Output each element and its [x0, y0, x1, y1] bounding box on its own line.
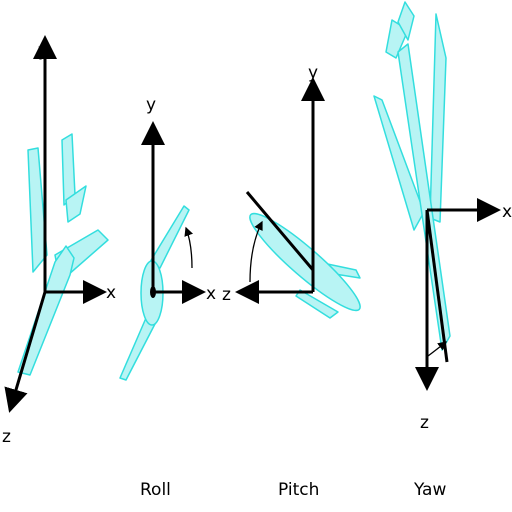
airplane-fuselage: [17, 245, 75, 376]
panel-reference-frame: y x z: [2, 35, 116, 447]
panel-pitch: y z Pitch: [222, 63, 361, 500]
pitch-rotation-arrow: [249, 220, 263, 283]
pitch-fuselage-axis: [245, 191, 315, 271]
z-axis-label: z: [420, 413, 429, 433]
y-axis-label: y: [38, 41, 48, 61]
roll-caption: Roll: [140, 480, 171, 500]
z-axis-label: z: [222, 285, 231, 305]
y-axis-label: y: [308, 63, 318, 83]
y-axis-label: y: [146, 95, 156, 115]
airplane-near-wing: [295, 289, 339, 319]
x-axis-label: x: [206, 284, 216, 304]
airplane-lower-wing: [119, 317, 157, 381]
z-axis-label: z: [2, 427, 11, 447]
roll-rotation-arrow: [184, 226, 193, 269]
yaw-fuselage-axis: [425, 209, 449, 363]
x-axis-label: x: [502, 202, 512, 222]
x-axis-label: x: [106, 283, 116, 303]
panel-yaw: x z Yaw: [373, 1, 512, 500]
pitch-caption: Pitch: [278, 480, 319, 500]
airplane-right-wing: [429, 13, 447, 223]
airplane-tail-stabilizer: [65, 185, 87, 223]
airplane-upper-wing: [149, 205, 190, 269]
panel-roll: y x Roll: [119, 95, 216, 500]
yaw-rotation-arrow: [427, 341, 448, 357]
z-axis: [4, 291, 47, 413]
yaw-caption: Yaw: [413, 480, 446, 500]
airplane-tail-fin-b: [397, 1, 415, 41]
airplane-left-wing: [27, 147, 48, 273]
airplane-perspective: [17, 133, 109, 376]
